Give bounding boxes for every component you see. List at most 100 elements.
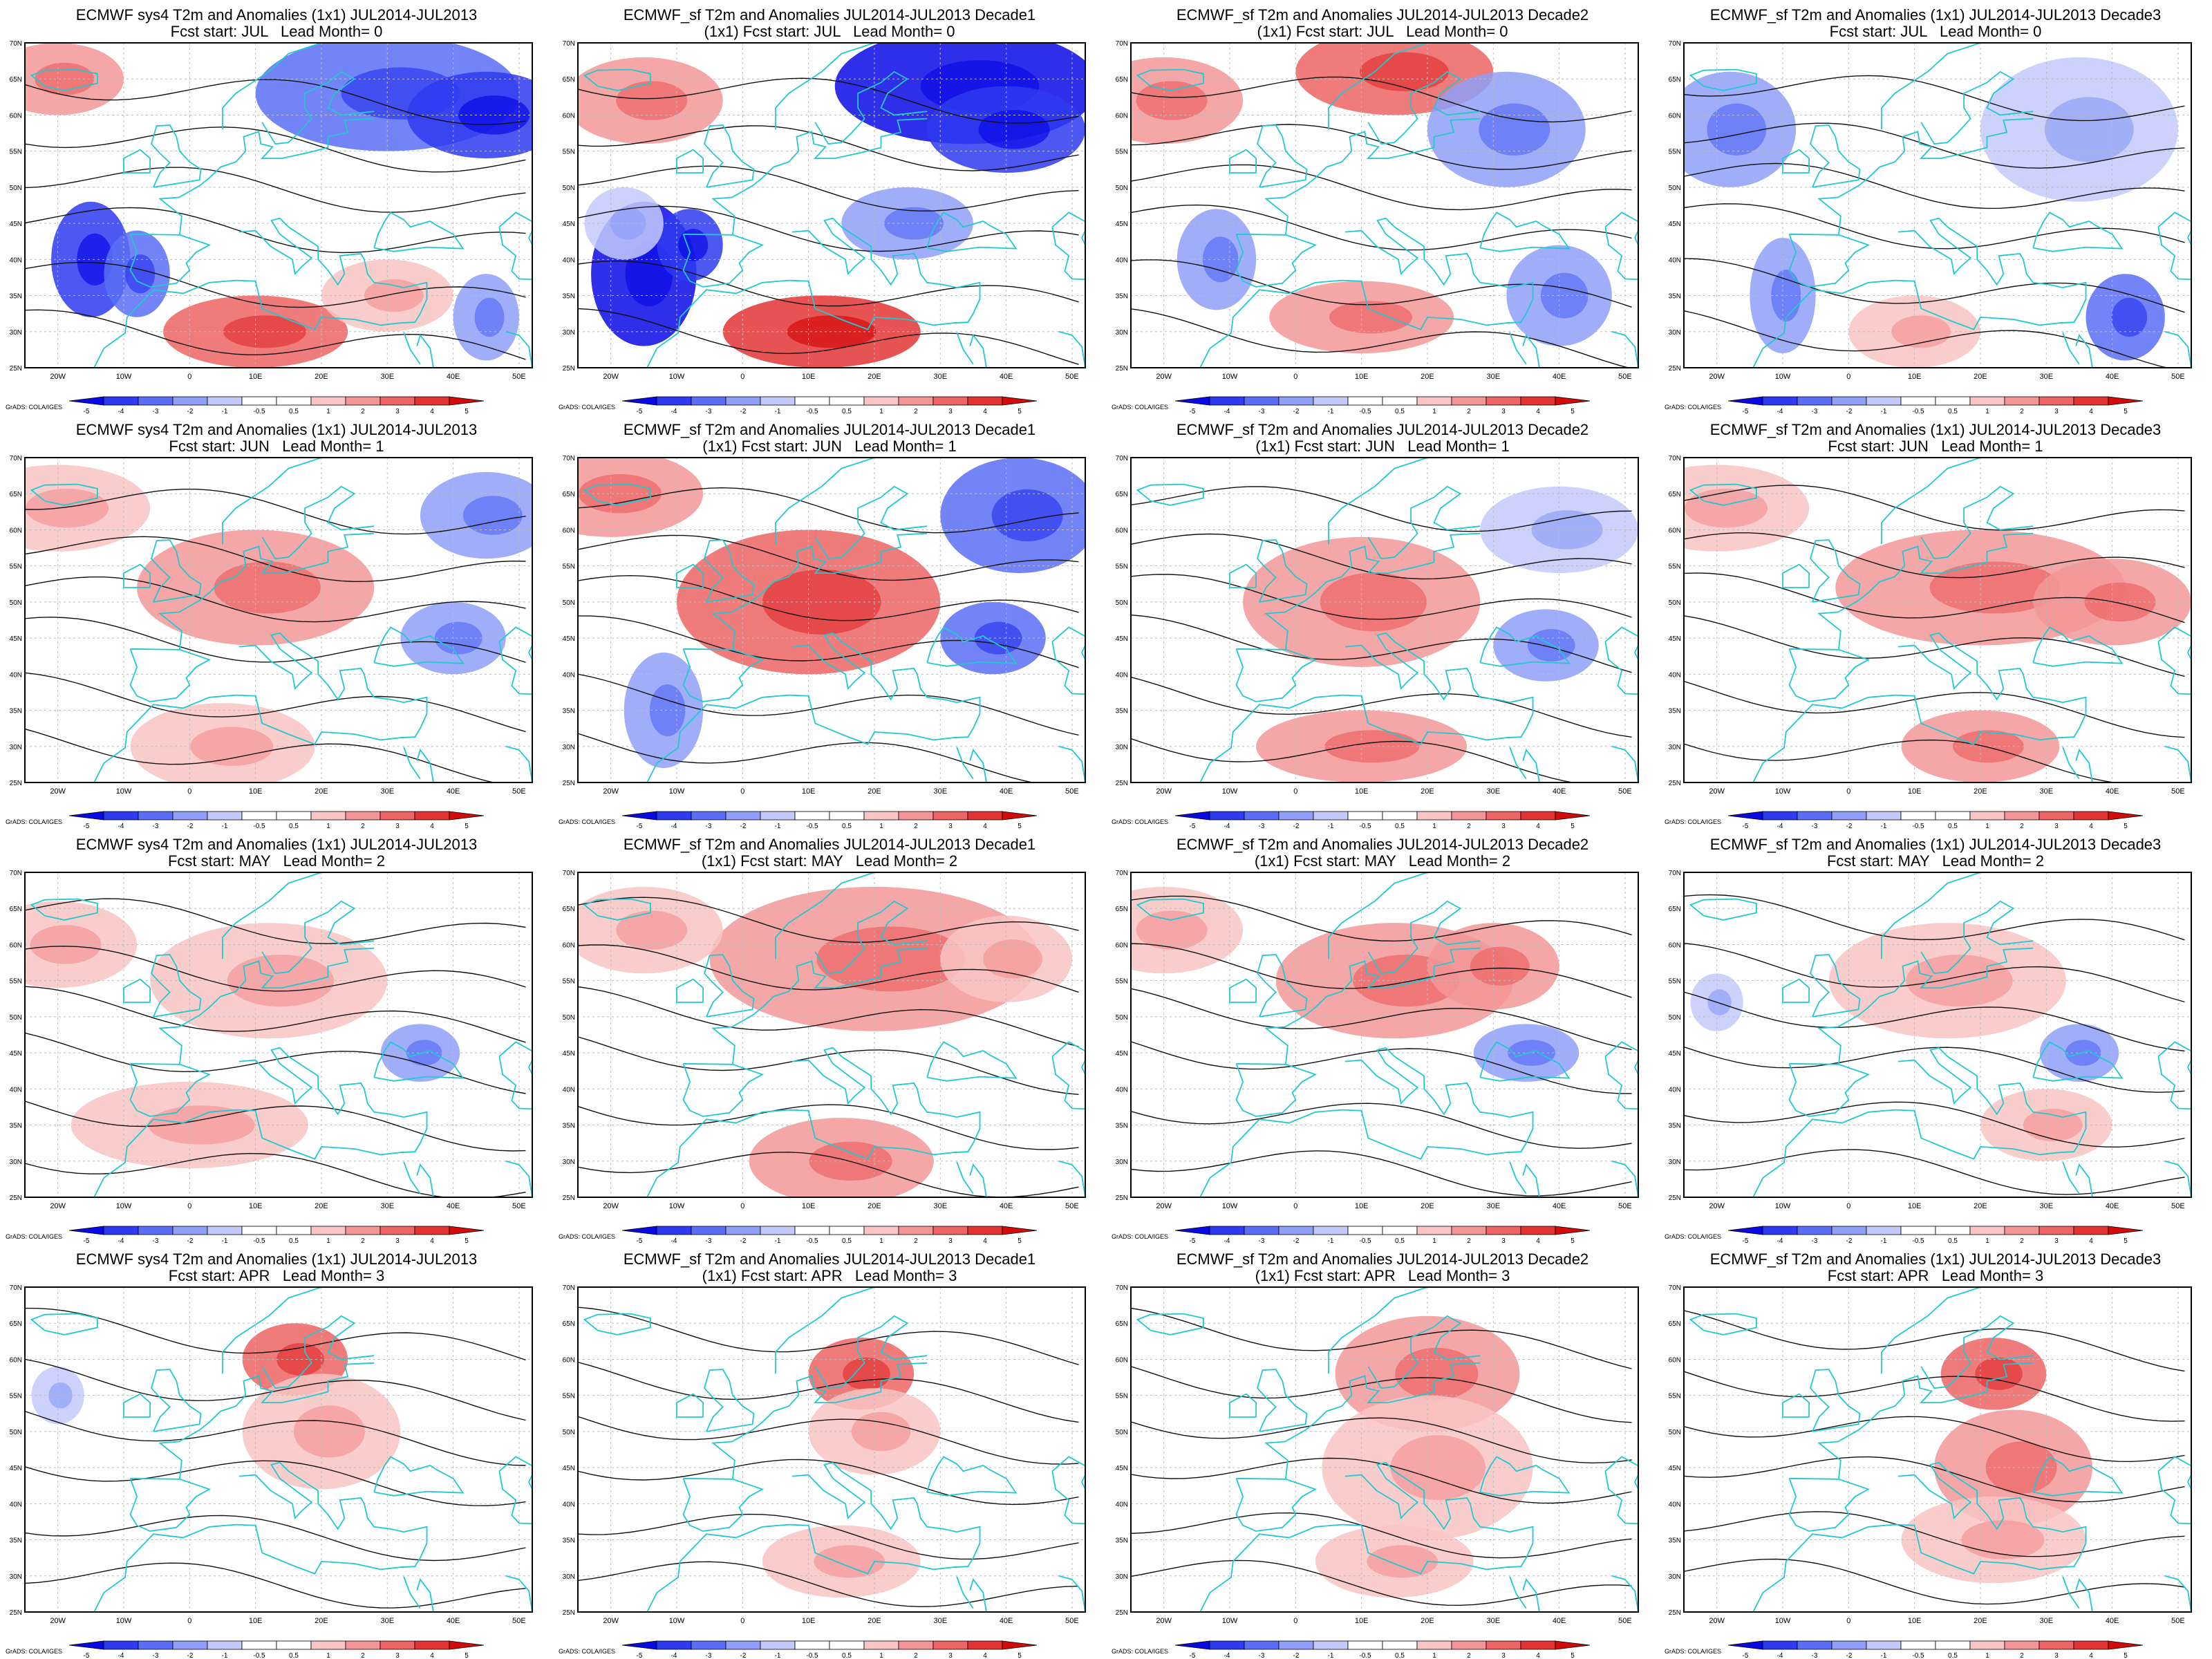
map-svg: 25N 30N 35N 40N 45N 50N 55N 60N 65N 70N 20W 10W 0 10E… [1665, 455, 2192, 830]
coastline [238, 632, 313, 691]
colorbar-swatch [1382, 1226, 1418, 1235]
map-svg: 25N 30N 35N 40N 45N 50N 55N 60N 65N 70N 20W 10W 0 10E… [6, 455, 533, 830]
colorbar-label: -5 [637, 1652, 643, 1659]
colorbar-label: 5 [465, 1237, 469, 1244]
colorbar-swatch [414, 1640, 450, 1650]
coastline [93, 218, 428, 368]
coastline [30, 898, 98, 921]
lat-tick-label: 30N [10, 329, 22, 337]
lat-tick-label: 70N [1669, 1284, 1681, 1292]
coastline [2062, 1161, 2080, 1194]
lon-tick-label: 40E [2106, 373, 2119, 381]
coastline [703, 1369, 755, 1432]
colorbar-label: 2 [361, 1237, 365, 1244]
lon-tick-label: 10E [802, 1202, 816, 1210]
coastline [1344, 1461, 1419, 1520]
coastline [1344, 1047, 1419, 1105]
colorbar-label: -2 [740, 1652, 747, 1659]
lat-tick-label: 65N [10, 1320, 22, 1328]
coastline [1367, 900, 1481, 975]
colorbar-swatch [276, 1640, 312, 1650]
colorbar-swatch [379, 1640, 415, 1650]
colorbar-swatch [1900, 396, 1936, 406]
lon-tick-label: 30E [933, 787, 947, 796]
coastline [123, 978, 151, 1003]
lon-tick-label: 20W [603, 787, 619, 796]
colorbar-label: -3 [153, 823, 159, 830]
anomaly-core [787, 315, 877, 348]
lon-tick-label: 0 [740, 1202, 744, 1210]
coastline [1817, 1362, 2034, 1479]
lat-tick-label: 40N [1669, 671, 1681, 679]
coastline [1136, 1313, 1204, 1335]
map-panel: ECMWF sys4 T2m and Anomalies (1x1) JUL20… [0, 0, 553, 415]
lat-tick-label: 60N [1116, 1356, 1128, 1364]
lat-tick-label: 35N [10, 293, 22, 301]
lat-tick-label: 60N [563, 527, 575, 534]
coastline [373, 1456, 465, 1497]
colorbar-swatch [310, 811, 346, 821]
coastline [1611, 330, 1638, 368]
lat-tick-label: 60N [10, 1356, 22, 1364]
isotherm-contour [25, 728, 496, 782]
lon-tick-label: 30E [2039, 1617, 2053, 1625]
colorbar-label: 2 [2020, 408, 2024, 415]
lon-tick-label: 0 [1293, 787, 1297, 796]
coastline [2032, 1041, 2124, 1082]
anomaly-core [148, 1105, 255, 1145]
lat-tick-label: 50N [563, 185, 575, 192]
coastline [222, 872, 388, 959]
lat-tick-label: 25N [10, 365, 22, 373]
colorbar-label: 4 [2089, 408, 2093, 415]
coastline [682, 648, 765, 702]
coastline [129, 1062, 212, 1117]
colorbar-swatch [1969, 811, 2005, 821]
lat-tick-label: 35N [1669, 1123, 1681, 1130]
coastline [1256, 539, 1308, 603]
colorbar-label: -1 [775, 408, 781, 415]
lon-tick-label: 20W [1709, 1202, 1725, 1210]
isotherm-contour [25, 946, 526, 992]
colorbar-swatch [1278, 1640, 1314, 1650]
colorbar-label: -1 [222, 408, 228, 415]
colorbar-label: 0.5 [1395, 1237, 1405, 1244]
colorbar-label: -3 [706, 823, 712, 830]
coastline [703, 124, 755, 188]
colorbar-label: 0.5 [289, 1652, 299, 1659]
colorbar-label: 1 [326, 823, 330, 830]
map-svg: 25N 30N 35N 40N 45N 50N 55N 60N 65N 70N 20W 10W 0 10E… [1112, 40, 1639, 415]
coastline [129, 648, 212, 702]
colorbar-label: 3 [948, 823, 953, 830]
lat-tick-label: 25N [1116, 1194, 1128, 1202]
colorbar-swatch [1244, 1226, 1280, 1235]
isotherm-contour [578, 487, 1079, 534]
colorbar-label: -0.5 [1359, 1652, 1371, 1659]
colorbar-swatch [345, 811, 381, 821]
lon-tick-label: 40E [447, 1617, 460, 1625]
lon-tick-label: 20E [1974, 373, 1987, 381]
colorbar-swatch [2108, 1226, 2144, 1235]
coastline [261, 900, 375, 975]
isotherm-contour [1684, 1511, 2185, 1557]
isotherm-contour [25, 672, 526, 733]
map-frame [1683, 457, 2192, 783]
lon-tick-label: 10W [1222, 373, 1238, 381]
colorbar-label: -3 [1259, 1237, 1265, 1244]
lat-tick-label: 70N [563, 870, 575, 877]
map-area [1131, 43, 1638, 368]
lon-tick-label: 20W [1156, 1617, 1172, 1625]
lat-tick-label: 35N [1116, 708, 1128, 715]
colorbar-swatch [379, 396, 415, 406]
colorbar-swatch [2073, 811, 2109, 821]
coastline [1817, 947, 2034, 1065]
panel-subtitle: (1x1) Fcst start: JUL Lead Month= 0 [1257, 23, 1508, 40]
lon-tick-label: 10E [802, 373, 816, 381]
coastline [2062, 747, 2080, 780]
colorbar-swatch [207, 1640, 243, 1650]
colorbar-label: -4 [1224, 823, 1230, 830]
colorbar-label: 2 [1467, 823, 1471, 830]
isotherm-contour [1684, 894, 2185, 941]
coastline [505, 330, 532, 368]
coastline [261, 71, 375, 145]
lon-tick-label: 0 [1293, 1617, 1297, 1625]
